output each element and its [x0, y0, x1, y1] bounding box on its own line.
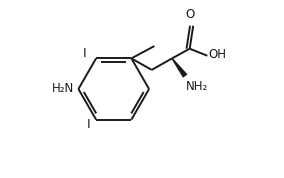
Text: I: I [87, 117, 91, 130]
Text: O: O [185, 8, 195, 21]
Text: H₂N: H₂N [52, 82, 74, 96]
Text: I: I [83, 48, 86, 61]
Text: NH₂: NH₂ [186, 80, 208, 93]
Polygon shape [172, 58, 187, 78]
Text: OH: OH [209, 48, 227, 61]
